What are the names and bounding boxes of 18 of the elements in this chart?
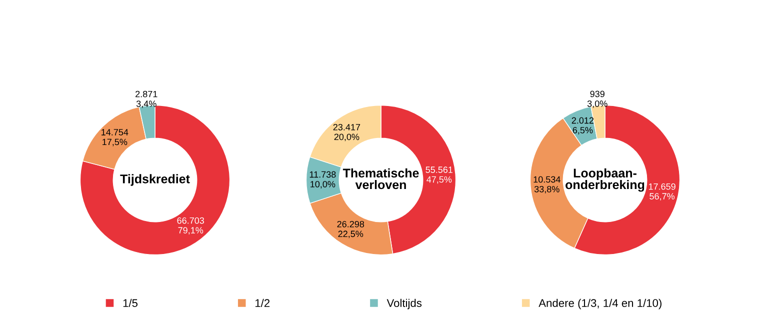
legend-label: 1/5: [123, 298, 138, 308]
data-label: 11.738 10,0%: [310, 171, 336, 188]
data-label: 66.703 79,1%: [177, 217, 204, 235]
data-label: 10.534 33,8%: [534, 176, 560, 194]
data-label: 14.754 17,5%: [102, 129, 128, 146]
legend-label: Voltijds: [386, 298, 422, 310]
data-label: 55.561 47,5%: [426, 166, 453, 184]
text: Tijdskrediet: [120, 174, 190, 186]
data-label: 939 3,0%: [587, 90, 608, 108]
data-label: 2.012 6,5%: [572, 117, 594, 134]
text: Loopbaan- onderbreking: [566, 168, 644, 192]
data-label: 2.871 3,4%: [136, 90, 158, 108]
legend-label: Andere (1/3, 1/4 en 1/10): [538, 298, 662, 310]
data-label: 17.659 56,7%: [648, 183, 676, 201]
data-label: 26.298 22,5%: [337, 220, 364, 238]
text: Thematische verloven: [342, 168, 419, 190]
data-label: 23.417 20,0%: [333, 124, 360, 142]
legend-label: 1/2: [255, 298, 270, 308]
